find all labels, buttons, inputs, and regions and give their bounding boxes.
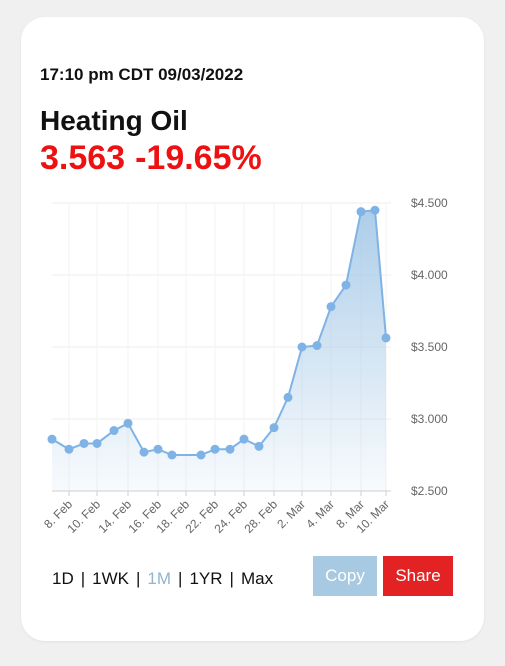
data-point — [167, 450, 177, 460]
quote-card: 17:10 pm CDT 09/03/2022 Heating Oil 3.56… — [21, 17, 484, 641]
data-point — [283, 392, 293, 402]
y-tick-label: $3.500 — [411, 340, 448, 354]
y-tick-label: $3.000 — [411, 412, 448, 426]
range-separator: | — [136, 569, 141, 588]
data-point — [139, 447, 149, 457]
data-point — [297, 342, 307, 352]
data-point — [341, 280, 351, 290]
price-row: 3.563 -19.65% — [40, 139, 262, 178]
y-tick-label: $4.500 — [411, 196, 448, 210]
range-1d-button[interactable]: 1D — [52, 569, 74, 588]
data-point — [123, 418, 133, 428]
data-point — [326, 302, 336, 312]
instrument-title: Heating Oil — [40, 105, 188, 136]
price-change: -19.65% — [135, 139, 262, 177]
data-point — [153, 444, 163, 454]
range-separator: | — [80, 569, 86, 588]
data-point — [196, 450, 206, 460]
range-1yr-button[interactable]: 1YR — [189, 569, 223, 588]
x-tick-label: 2. Mar — [274, 497, 308, 531]
data-point — [254, 441, 264, 451]
range-selector: 1D | 1WK | 1M | 1YR | Max — [52, 569, 273, 589]
range-separator: | — [178, 569, 183, 588]
series-area — [52, 210, 386, 491]
range-separator: | — [229, 569, 234, 588]
share-button[interactable]: Share — [383, 556, 453, 596]
copy-button[interactable]: Copy — [313, 556, 377, 596]
data-point — [210, 444, 220, 454]
data-point — [269, 423, 279, 433]
data-point — [370, 205, 380, 215]
range-1m-button[interactable]: 1M — [147, 569, 172, 588]
range-1wk-button[interactable]: 1WK — [92, 569, 129, 588]
data-point — [64, 444, 74, 454]
y-tick-label: $4.000 — [411, 268, 448, 282]
range-max-button[interactable]: Max — [240, 569, 274, 588]
price-value: 3.563 — [40, 139, 126, 177]
x-tick-label: 28. Feb — [241, 497, 280, 536]
data-point — [47, 434, 57, 444]
y-tick-label: $2.500 — [411, 484, 448, 498]
data-point — [239, 434, 249, 444]
data-point — [92, 438, 102, 448]
data-point — [225, 444, 235, 454]
data-point — [109, 426, 119, 436]
data-point — [381, 333, 391, 343]
data-point — [312, 341, 322, 351]
timestamp: 17:10 pm CDT 09/03/2022 — [40, 65, 244, 84]
x-tick-label: 4. Mar — [303, 497, 337, 531]
data-point — [79, 438, 89, 448]
price-chart: $4.500$4.000$3.500$3.000$2.500 8. Feb10.… — [41, 196, 448, 536]
data-point — [356, 207, 366, 217]
